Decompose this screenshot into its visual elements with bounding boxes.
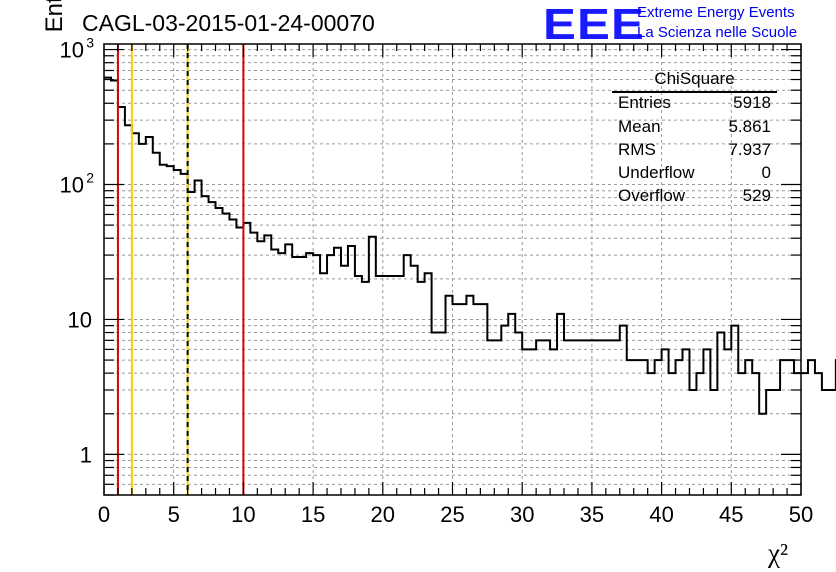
y-tick-label: 1 [80, 442, 92, 467]
histogram-outline [104, 76, 836, 415]
x-tick-label: 45 [719, 502, 743, 527]
x-tick-label: 30 [510, 502, 534, 527]
eee-tagline-1: Extreme Energy Events [637, 4, 795, 21]
eee-tagline-2: La Scienza nelle Scuole [637, 24, 798, 41]
stats-key: Mean [618, 117, 661, 136]
x-tick-label: 50 [789, 502, 813, 527]
stats-value: 0 [761, 163, 771, 182]
x-tick-label: 40 [649, 502, 673, 527]
stats-title: ChiSquare [654, 69, 735, 88]
stats-box: ChiSquare Entries 5918 Mean 5.861 RMS 7.… [612, 66, 777, 210]
y-tick-label-exponent: 2 [86, 170, 94, 186]
x-tick-label: 35 [580, 502, 604, 527]
stats-value: 5918 [733, 93, 771, 112]
eee-logo: EEE [543, 0, 645, 49]
stats-value: 7.937 [728, 140, 771, 159]
x-tick-label: 0 [98, 502, 110, 527]
x-tick-label: 15 [301, 502, 325, 527]
run-title: CAGL-03-2015-01-24-00070 [82, 10, 375, 36]
y-tick-label-exponent: 3 [86, 35, 94, 51]
stats-key: Entries [618, 93, 671, 112]
y-tick-label: 10 [68, 307, 92, 332]
y-tick-label: 10 [60, 38, 84, 63]
x-tick-label: 10 [231, 502, 255, 527]
stats-key: RMS [618, 140, 656, 159]
y-axis-title: Entries/bin [6, 0, 68, 189]
stats-key: Underflow [618, 163, 695, 182]
stats-key: Overflow [618, 186, 686, 205]
stats-value: 5.861 [728, 117, 771, 136]
stats-value: 529 [742, 186, 771, 205]
x-tick-label: 25 [440, 502, 464, 527]
stats-title-divider [612, 91, 777, 93]
x-tick-label: 20 [371, 502, 395, 527]
y-tick-label: 10 [60, 173, 84, 198]
x-tick-label: 5 [168, 502, 180, 527]
x-axis-title: χ² [768, 538, 789, 568]
